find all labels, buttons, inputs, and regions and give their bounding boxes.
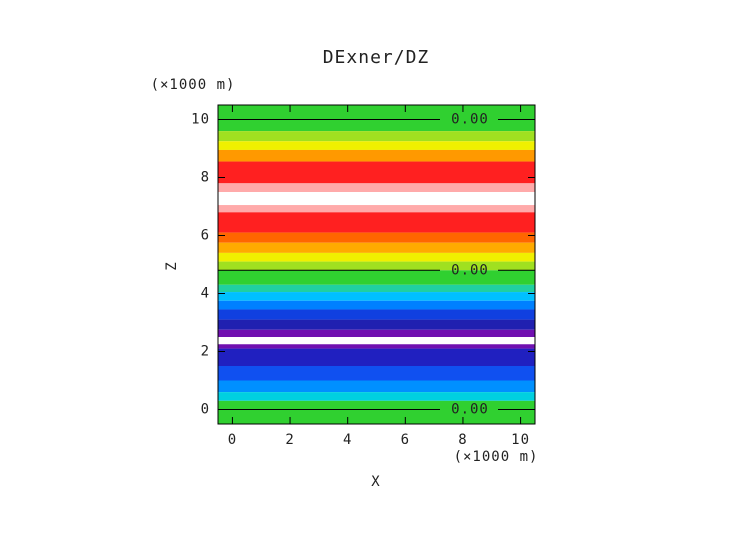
contour-band — [218, 337, 535, 345]
y-tick-label: 2 — [201, 344, 210, 360]
chart-title: DExner/DZ — [323, 47, 430, 68]
contour-band — [218, 161, 535, 184]
contour-band — [218, 205, 535, 213]
contour-band — [218, 344, 535, 349]
x-unit: (×1000 m) — [454, 449, 539, 465]
x-tick-label: 10 — [511, 432, 530, 448]
x-label: X — [371, 474, 380, 490]
y-tick-label: 8 — [201, 170, 210, 186]
contour-band — [218, 232, 535, 243]
contour-band — [218, 380, 535, 393]
plot-frame — [217, 104, 536, 425]
contour-band — [218, 400, 535, 424]
contour-band — [218, 292, 535, 301]
contour-band — [218, 183, 535, 192]
y-label: Z — [164, 261, 180, 270]
contour-band — [218, 141, 535, 150]
contour-label: 0.00 — [451, 402, 489, 418]
contour-band — [218, 348, 535, 366]
y-tick-label: 6 — [201, 228, 210, 244]
contour-band — [218, 309, 535, 320]
x-tick-label: 8 — [458, 432, 467, 448]
y-tick-label: 10 — [191, 112, 210, 128]
contour-band — [218, 300, 535, 310]
contour-label: 0.00 — [451, 262, 489, 278]
contour-label: 0.00 — [451, 112, 489, 128]
contour-band — [218, 131, 535, 142]
contour-band — [218, 319, 535, 330]
contour-band — [218, 192, 535, 206]
contour-band — [218, 149, 535, 162]
y-tick-label: 0 — [201, 402, 210, 418]
contour-band — [218, 105, 535, 132]
contour-band — [218, 261, 535, 271]
x-tick-label: 0 — [228, 432, 237, 448]
contour-band — [218, 270, 535, 285]
y-tick-label: 4 — [201, 286, 210, 302]
contour-band — [218, 366, 535, 381]
contour-band — [218, 284, 535, 293]
x-tick-label: 2 — [285, 432, 294, 448]
contour-band — [218, 392, 535, 401]
contour-band — [218, 329, 535, 337]
x-tick-label: 4 — [343, 432, 352, 448]
contour-band — [218, 252, 535, 262]
y-unit: (×1000 m) — [151, 77, 236, 93]
contour-band — [218, 212, 535, 233]
contour-band — [218, 242, 535, 253]
x-tick-label: 6 — [401, 432, 410, 448]
